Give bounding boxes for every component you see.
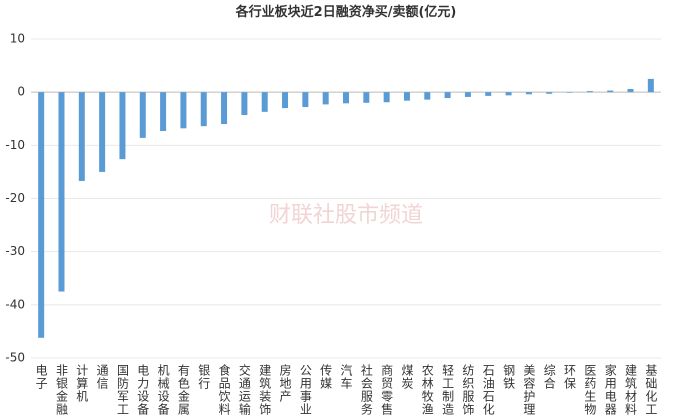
x-tick-label: 商贸零售 <box>380 363 394 416</box>
bar <box>403 92 410 101</box>
bar <box>302 92 309 108</box>
x-tick-label: 轻工制造 <box>441 364 455 416</box>
x-tick-label: 纺织服饰 <box>461 364 475 416</box>
bar <box>139 92 146 138</box>
bar <box>607 90 614 93</box>
bar <box>38 92 45 338</box>
chart-title: 各行业板块近2日融资净买/卖额(亿元) <box>235 4 457 20</box>
bar <box>586 91 593 93</box>
bar <box>119 92 126 160</box>
bar <box>424 92 431 100</box>
x-tick-label: 建筑材料 <box>624 364 638 416</box>
x-tick-label: 综合 <box>542 364 556 390</box>
x-tick-label: 汽车 <box>339 363 353 390</box>
x-tick-label: 食品饮料 <box>217 363 231 416</box>
x-tick-label: 建筑装饰 <box>258 364 272 416</box>
bar <box>200 92 207 127</box>
bar <box>464 92 471 97</box>
bar <box>322 92 329 105</box>
x-tick-label: 钢铁 <box>502 364 516 390</box>
bar <box>282 92 289 109</box>
bar <box>363 92 370 103</box>
bar <box>241 92 248 116</box>
y-tick-label: 0 <box>17 85 25 99</box>
x-tick-label: 房地产 <box>278 363 292 403</box>
bar <box>78 92 85 181</box>
x-tick-label: 公用事业 <box>298 364 312 416</box>
bar <box>627 88 634 93</box>
x-tick-label: 银行 <box>197 364 211 390</box>
bar <box>160 92 167 131</box>
bar <box>485 92 492 96</box>
bar <box>221 92 228 125</box>
bar <box>444 92 451 99</box>
bar <box>505 92 512 96</box>
bar <box>261 92 268 112</box>
bar <box>343 92 349 104</box>
x-tick-label: 医药生物 <box>583 364 597 416</box>
x-tick-label: 煤炭 <box>400 364 414 390</box>
y-tick-label: -10 <box>5 138 25 152</box>
watermark: 财联社股市频道 <box>269 203 423 228</box>
x-tick-label: 交通运输 <box>237 363 251 416</box>
bar <box>180 92 187 129</box>
x-tick-label: 美容护理 <box>522 364 536 416</box>
x-tick-label: 基础化工 <box>644 364 658 416</box>
x-tick-label: 电子 <box>34 364 48 390</box>
x-tick-label: 非银金融 <box>54 364 68 416</box>
x-tick-label: 通信 <box>95 364 109 390</box>
x-tick-label: 机械设备 <box>156 364 170 416</box>
bar <box>99 92 106 172</box>
bar <box>566 92 573 93</box>
y-tick-label: 10 <box>10 32 25 46</box>
bar <box>525 92 532 95</box>
bar <box>546 92 553 94</box>
x-tick-label: 农林牧渔 <box>420 364 434 416</box>
x-tick-label: 石油石化 <box>481 364 495 416</box>
x-tick-label: 电力设备 <box>136 364 150 416</box>
y-tick-label: -40 <box>5 297 25 311</box>
bar <box>647 78 654 93</box>
x-tick-label: 国防军工 <box>115 364 129 416</box>
x-tick-label: 传媒 <box>319 363 333 390</box>
x-tick-label: 社会服务 <box>359 363 373 416</box>
y-tick-label: -20 <box>5 191 25 205</box>
x-tick-label: 有色金属 <box>176 364 190 416</box>
x-tick-label: 家用电器 <box>603 363 617 416</box>
y-tick-label: -30 <box>5 244 25 258</box>
bar <box>383 92 390 103</box>
x-tick-label: 计算机 <box>75 364 89 403</box>
y-tick-label: -50 <box>5 351 25 365</box>
x-tick-label: 环保 <box>563 364 577 390</box>
bar <box>58 92 65 292</box>
